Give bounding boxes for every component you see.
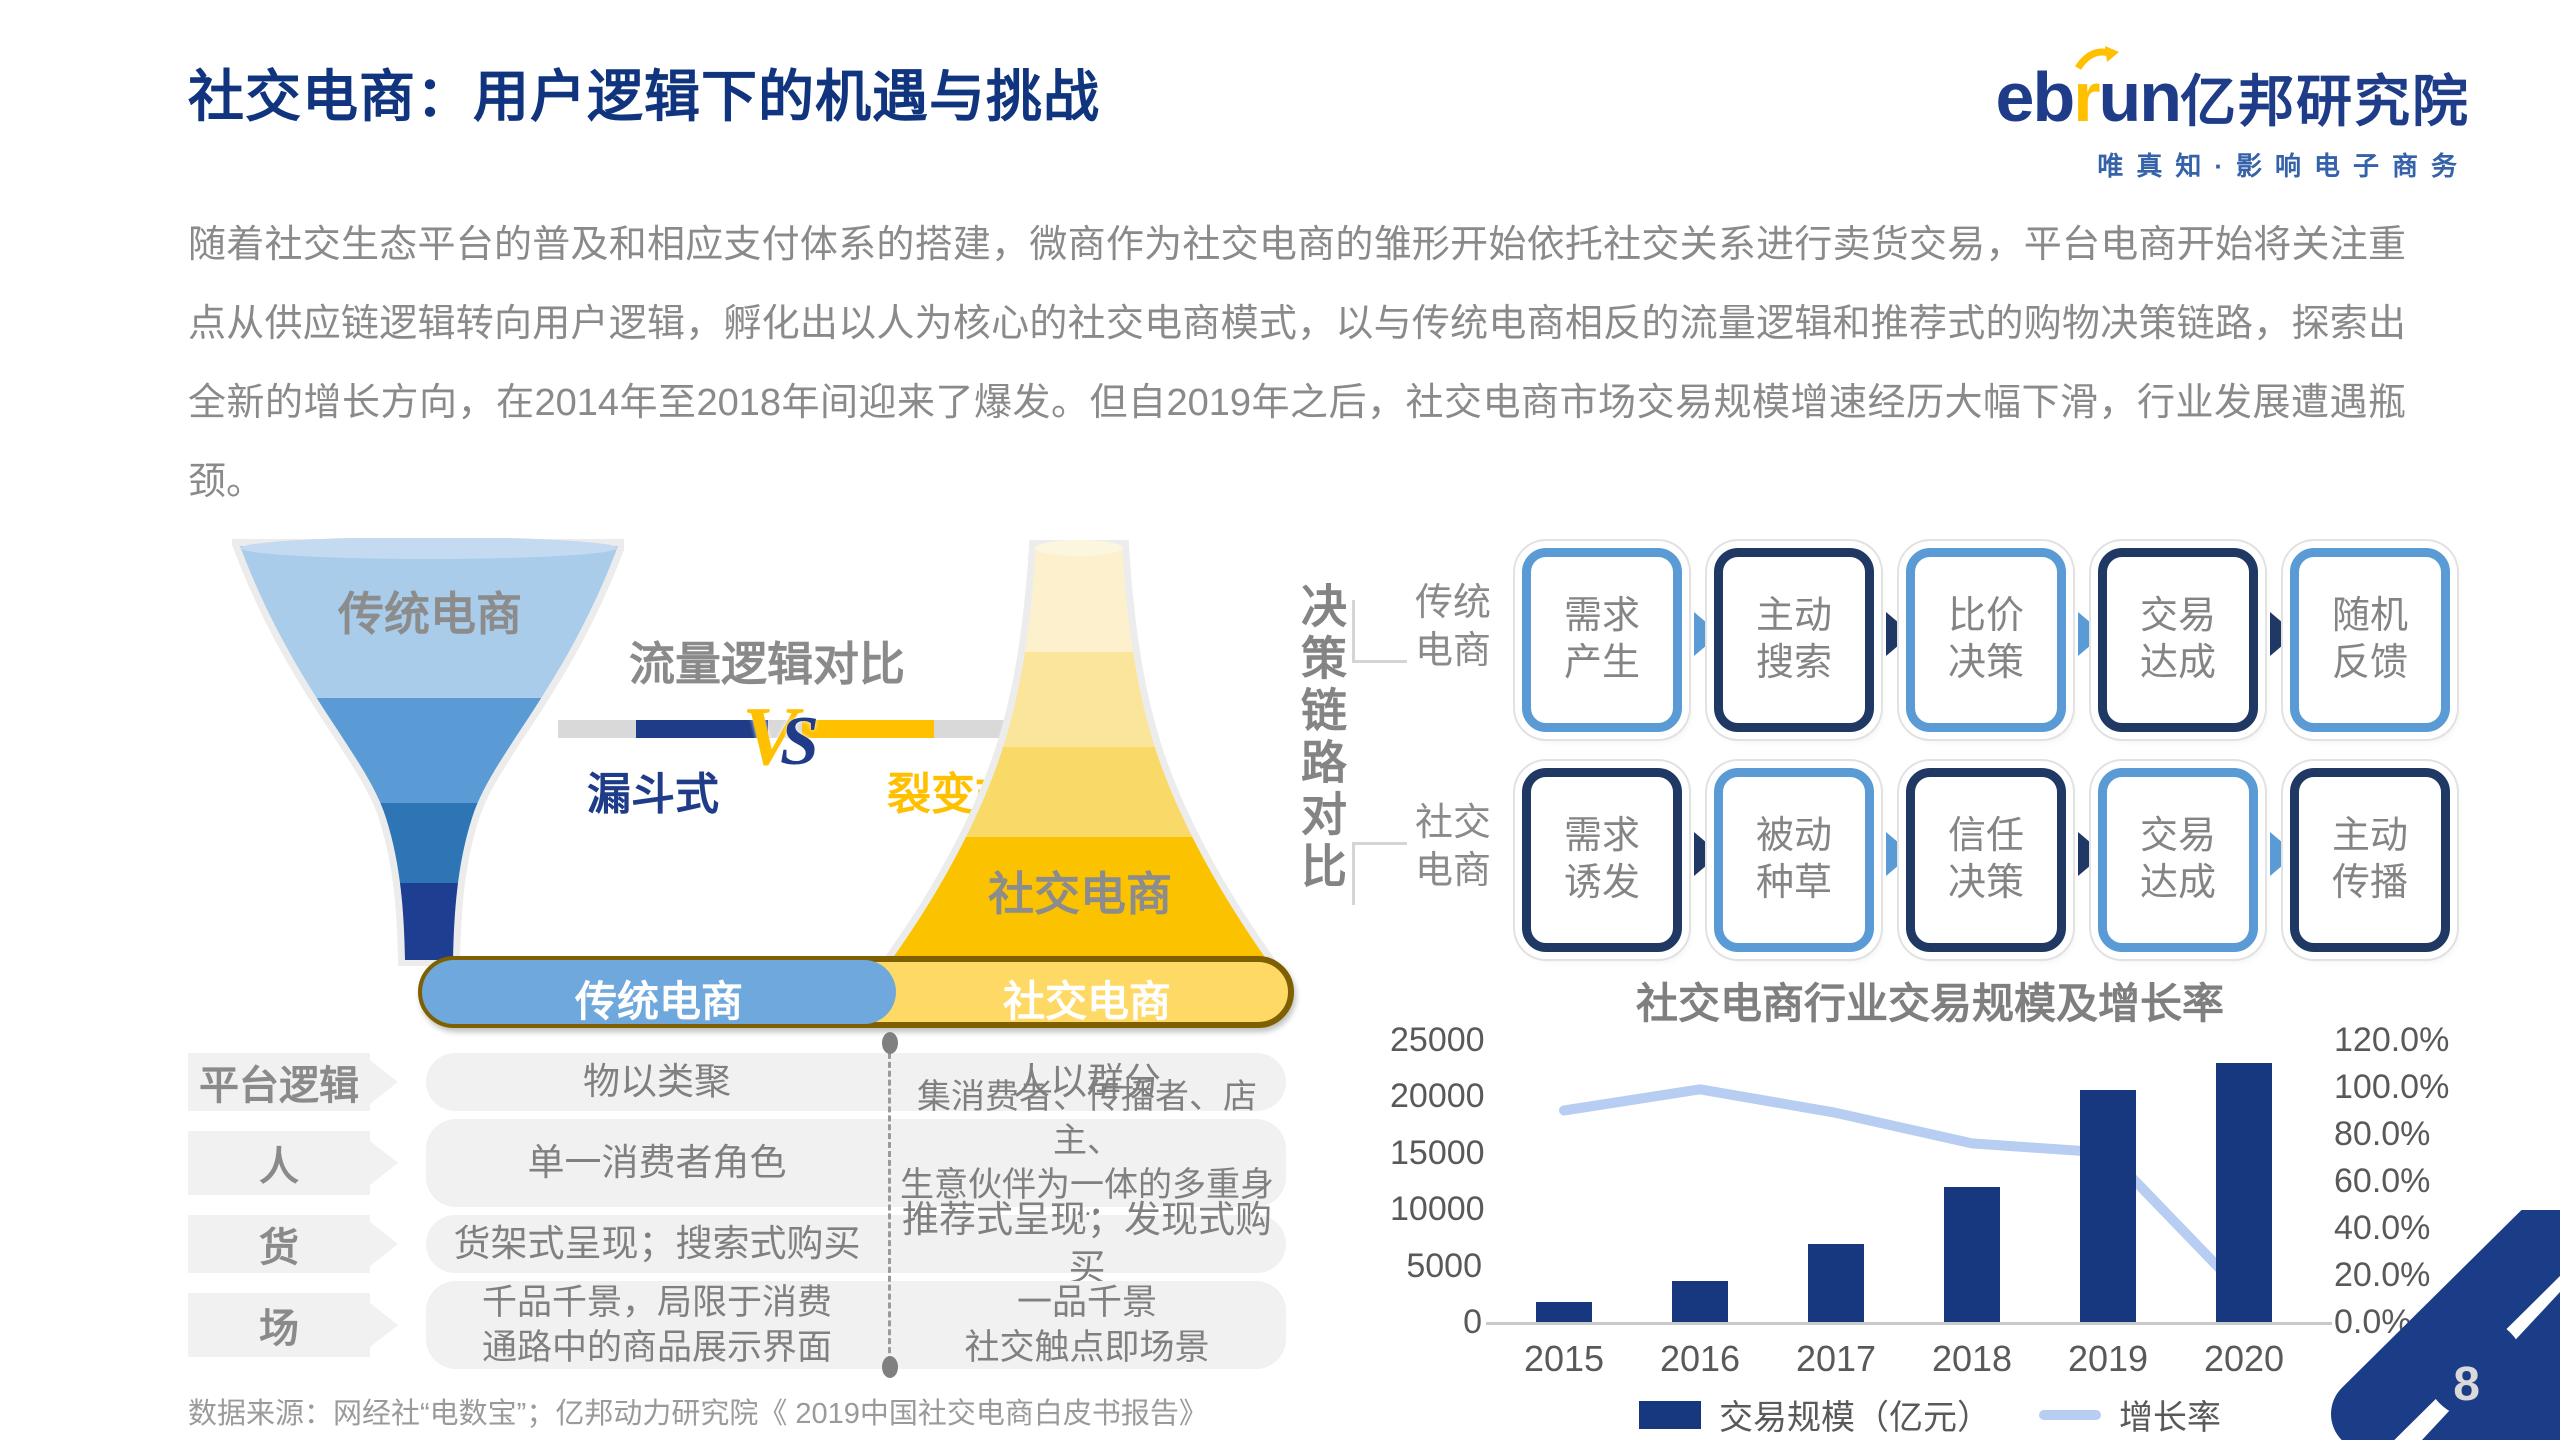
social-funnel — [878, 540, 1280, 976]
left-axis: 0 5000 10000 15000 20000 25000 — [1390, 1021, 1485, 1341]
growth-line-layer — [1559, 1084, 2249, 1299]
y-left-tick: 10000 — [1390, 1190, 1485, 1229]
chart-bar — [2080, 1089, 2136, 1322]
step-deal-done-social: 交易 达成 — [2098, 768, 2258, 952]
y-left-tick: 0 — [1463, 1303, 1482, 1341]
table-divider-dashed — [888, 1044, 891, 1362]
y-left-tick: 20000 — [1390, 1077, 1485, 1116]
flow-compare-title: 流量逻辑对比 — [629, 638, 905, 690]
decision-chain-title: 决策链路对比 — [1295, 582, 1347, 894]
x-axis-label: 2020 — [2203, 1338, 2285, 1379]
funnel-type-label: 漏斗式 — [587, 770, 719, 819]
step-trust-decision: 信任 决策 — [1906, 768, 2066, 952]
brand-wordmark: eb run亿邦研究院 — [1996, 46, 2470, 133]
chain-row-label-social: 社交 电商 — [1414, 802, 1491, 892]
logo-arrow-icon — [2075, 46, 2120, 70]
chart-legend: 交易规模（亿元） 增长率 — [1390, 1390, 2470, 1439]
chart-plot — [1496, 1040, 2312, 1322]
x-axis-label: 2019 — [2067, 1338, 2149, 1379]
legend-line-label: 增长率 — [2119, 1399, 2221, 1437]
legend-bar-label: 交易规模（亿元） — [1719, 1399, 1991, 1437]
y-left-tick: 5000 — [1406, 1246, 1482, 1285]
page-number: 8 — [2453, 1358, 2480, 1411]
step-active-search: 主动 搜索 — [1714, 548, 1874, 732]
chain-row-label-traditional: 传统 电商 — [1414, 582, 1491, 672]
step-price-compare: 比价 决策 — [1906, 548, 2066, 732]
bracket-top — [1352, 600, 1407, 663]
table-header-social: 社交电商 — [1002, 978, 1171, 1025]
x-axis-label: 2016 — [1659, 1338, 1741, 1379]
row-tag-people: 人 — [188, 1131, 370, 1195]
traditional-funnel-label: 传统电商 — [338, 588, 522, 640]
right-axis: 0.0% 20.0% 40.0% 60.0% 80.0% 100.0% 120.0% — [2334, 1021, 2464, 1341]
row-tag-goods: 货 — [188, 1215, 370, 1273]
vs-bar-navy-segment — [636, 720, 768, 738]
table-header-blue-half — [422, 960, 896, 1024]
divider-dot-bottom — [882, 1356, 898, 1378]
step-demand-generated: 需求 产生 — [1522, 548, 1682, 732]
table-row: 千品千景，局限于消费 通路中的商品展示界面 一品千景 社交触点即场景 — [426, 1281, 1286, 1369]
table-header-traditional: 传统电商 — [574, 978, 743, 1025]
y-right-tick: 20.0% — [2334, 1256, 2431, 1294]
x-axis-label: 2018 — [1931, 1338, 2013, 1379]
vs-bar — [558, 720, 1040, 738]
bracket-bottom — [1352, 842, 1407, 905]
traditional-funnel — [232, 538, 624, 966]
step-demand-induced: 需求 诱发 — [1522, 768, 1682, 952]
chart-baseline — [1486, 1322, 2332, 1325]
y-right-tick: 40.0% — [2334, 1209, 2431, 1247]
row-tag-platform-logic: 平台逻辑 — [188, 1053, 370, 1111]
brand-logo: eb run亿邦研究院 唯真知·影响电子商务 — [1996, 46, 2470, 183]
step-active-spread: 主动 传播 — [2290, 768, 2450, 952]
y-right-tick: 80.0% — [2334, 1115, 2431, 1153]
chart-title: 社交电商行业交易规模及增长率 — [1635, 980, 2224, 1027]
table-header-pill: 传统电商 社交电商 — [418, 956, 1294, 1028]
x-axis-label: 2017 — [1795, 1338, 1877, 1379]
table-row: 单一消费者角色 集消费者、传播者、店主、生意伙伴为一体的多重身份 — [426, 1078, 1286, 1248]
legend-line-swatch — [2039, 1409, 2101, 1420]
brand-un: un — [2098, 58, 2182, 136]
corner-ribbon — [2331, 1210, 2560, 1440]
chart-bar — [2216, 1062, 2272, 1322]
social-funnel-label: 社交电商 — [988, 868, 1172, 920]
y-left-tick: 25000 — [1390, 1021, 1485, 1059]
x-axis-label: 2015 — [1523, 1338, 1605, 1379]
vs-mark: VS — [742, 690, 819, 783]
legend-bar-swatch — [1639, 1400, 1701, 1429]
table-row: 物以类聚 人以群分 — [426, 1053, 1286, 1111]
divider-dot-top — [882, 1032, 898, 1054]
growth-line — [1559, 1084, 2249, 1299]
y-right-tick: 60.0% — [2334, 1162, 2431, 1200]
chart-bar — [1536, 1301, 1592, 1322]
transaction-chart: 社交电商行业交易规模及增长率 0 5000 10000 15000 20000 25000… — [1390, 962, 2470, 1437]
data-source-note: 数据来源：网经社“电数宝”；亿邦动力研究院《 2019中国社交电商白皮书报告》 — [188, 1398, 1208, 1430]
step-deal-done-traditional: 交易 达成 — [2098, 548, 2258, 732]
brand-r: r — [2073, 46, 2120, 136]
chart-bar — [1808, 1244, 1864, 1322]
brand-cn: 亿邦研究院 — [2180, 70, 2470, 133]
row-tag-scene: 场 — [188, 1293, 370, 1357]
chart-bar — [1944, 1186, 2000, 1322]
brand-tagline: 唯真知·影响电子商务 — [2097, 151, 2470, 181]
intro-paragraph: 随着社交生态平台的普及和相应支付体系的搭建，微商作为社交电商的雏形开始依托社交关… — [188, 224, 2406, 503]
step-passive-seeding: 被动 种草 — [1714, 768, 1874, 952]
y-right-tick: 100.0% — [2334, 1068, 2450, 1106]
y-right-tick: 120.0% — [2334, 1021, 2450, 1059]
table-row: 货架式呈现；搜索式购买 推荐式呈现；发现式购买 — [426, 1199, 1286, 1288]
step-random-feedback: 随机 反馈 — [2290, 548, 2450, 732]
page-title: 社交电商：用户逻辑下的机遇与挑战 — [188, 65, 1100, 128]
vs-bar-gold-segment — [802, 720, 934, 738]
y-left-tick: 15000 — [1390, 1133, 1485, 1172]
brand-eb: eb — [1995, 58, 2076, 136]
x-axis: 2015 2016 2017 2018 2019 2020 — [1496, 1338, 2312, 1379]
chart-bar — [1672, 1281, 1728, 1322]
